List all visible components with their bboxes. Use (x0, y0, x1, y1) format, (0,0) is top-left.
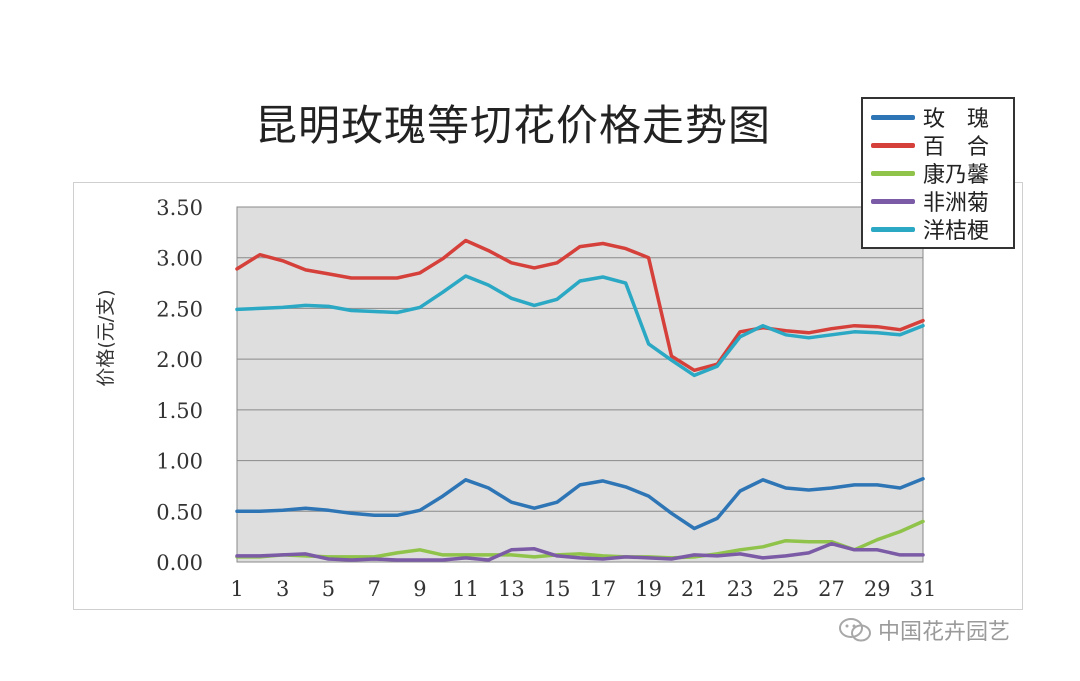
legend-swatch (871, 114, 915, 120)
plot-area (236, 206, 924, 563)
x-tick-label: 5 (322, 577, 335, 601)
x-tick-label: 7 (368, 577, 381, 601)
legend-label: 非洲菊 (923, 191, 990, 216)
x-tick-label: 11 (452, 577, 479, 601)
y-tick-label: 2.50 (156, 297, 203, 321)
legend-item: 非洲菊 (871, 189, 989, 216)
watermark: 中国花卉园艺 (838, 614, 1010, 646)
x-tick-label: 13 (498, 577, 525, 601)
gridlines (237, 206, 923, 563)
legend-item: 康乃馨 (871, 161, 989, 188)
y-tick-label: 3.00 (156, 247, 203, 271)
legend-label: 康乃馨 (923, 163, 990, 188)
x-tick-label: 17 (589, 577, 616, 601)
x-tick-label: 21 (681, 577, 708, 601)
x-tick-label: 25 (772, 577, 799, 601)
legend-swatch (871, 198, 915, 204)
y-tick-label: 1.50 (156, 399, 203, 423)
legend-label: 百 合 (923, 135, 990, 160)
chart-title: 昆明玫瑰等切花价格走势图 (255, 101, 772, 150)
y-tick-label: 1.00 (156, 450, 203, 474)
series-line-2 (235, 519, 925, 560)
x-tick-label: 27 (818, 577, 845, 601)
legend-label: 洋桔梗 (923, 219, 990, 244)
y-axis-label: 价格(元/支) (95, 289, 117, 386)
x-tick-label: 29 (864, 577, 891, 601)
series-lines (235, 238, 925, 562)
x-tick-label: 9 (413, 577, 426, 601)
legend-item: 洋桔梗 (871, 217, 989, 244)
x-tick-label: 3 (276, 577, 289, 601)
y-tick-label: 0.00 (156, 551, 203, 575)
legend-item: 百 合 (871, 133, 989, 160)
series-line-4 (235, 274, 925, 378)
x-tick-label: 19 (635, 577, 662, 601)
x-tick-label: 15 (544, 577, 571, 601)
legend-swatch (871, 226, 915, 232)
x-tick-label: 23 (727, 577, 754, 601)
x-axis: 1 3 5 7 9 11 13 15 17 19 21 23 25 27 29 31 (230, 577, 936, 601)
legend: 玫 瑰百 合康乃馨非洲菊洋桔梗 (861, 97, 1015, 249)
y-tick-label: 3.50 (156, 196, 203, 220)
legend-label: 玫 瑰 (923, 107, 990, 132)
legend-swatch (871, 142, 915, 148)
series-line-1 (235, 238, 925, 373)
legend-item: 玫 瑰 (871, 105, 989, 132)
x-tick-label: 1 (230, 577, 243, 601)
watermark-text: 中国花卉园艺 (878, 620, 1011, 645)
series-line-0 (235, 477, 925, 531)
y-tick-label: 0.50 (156, 500, 203, 524)
legend-swatch (871, 170, 915, 176)
series-line-3 (235, 541, 925, 562)
wechat-icon (839, 618, 871, 642)
x-tick-label: 31 (910, 577, 937, 601)
y-tick-label: 2.00 (156, 348, 203, 372)
y-axis: 0.00 0.50 1.00 1.50 2.00 2.50 3.00 3.50 (156, 196, 203, 575)
